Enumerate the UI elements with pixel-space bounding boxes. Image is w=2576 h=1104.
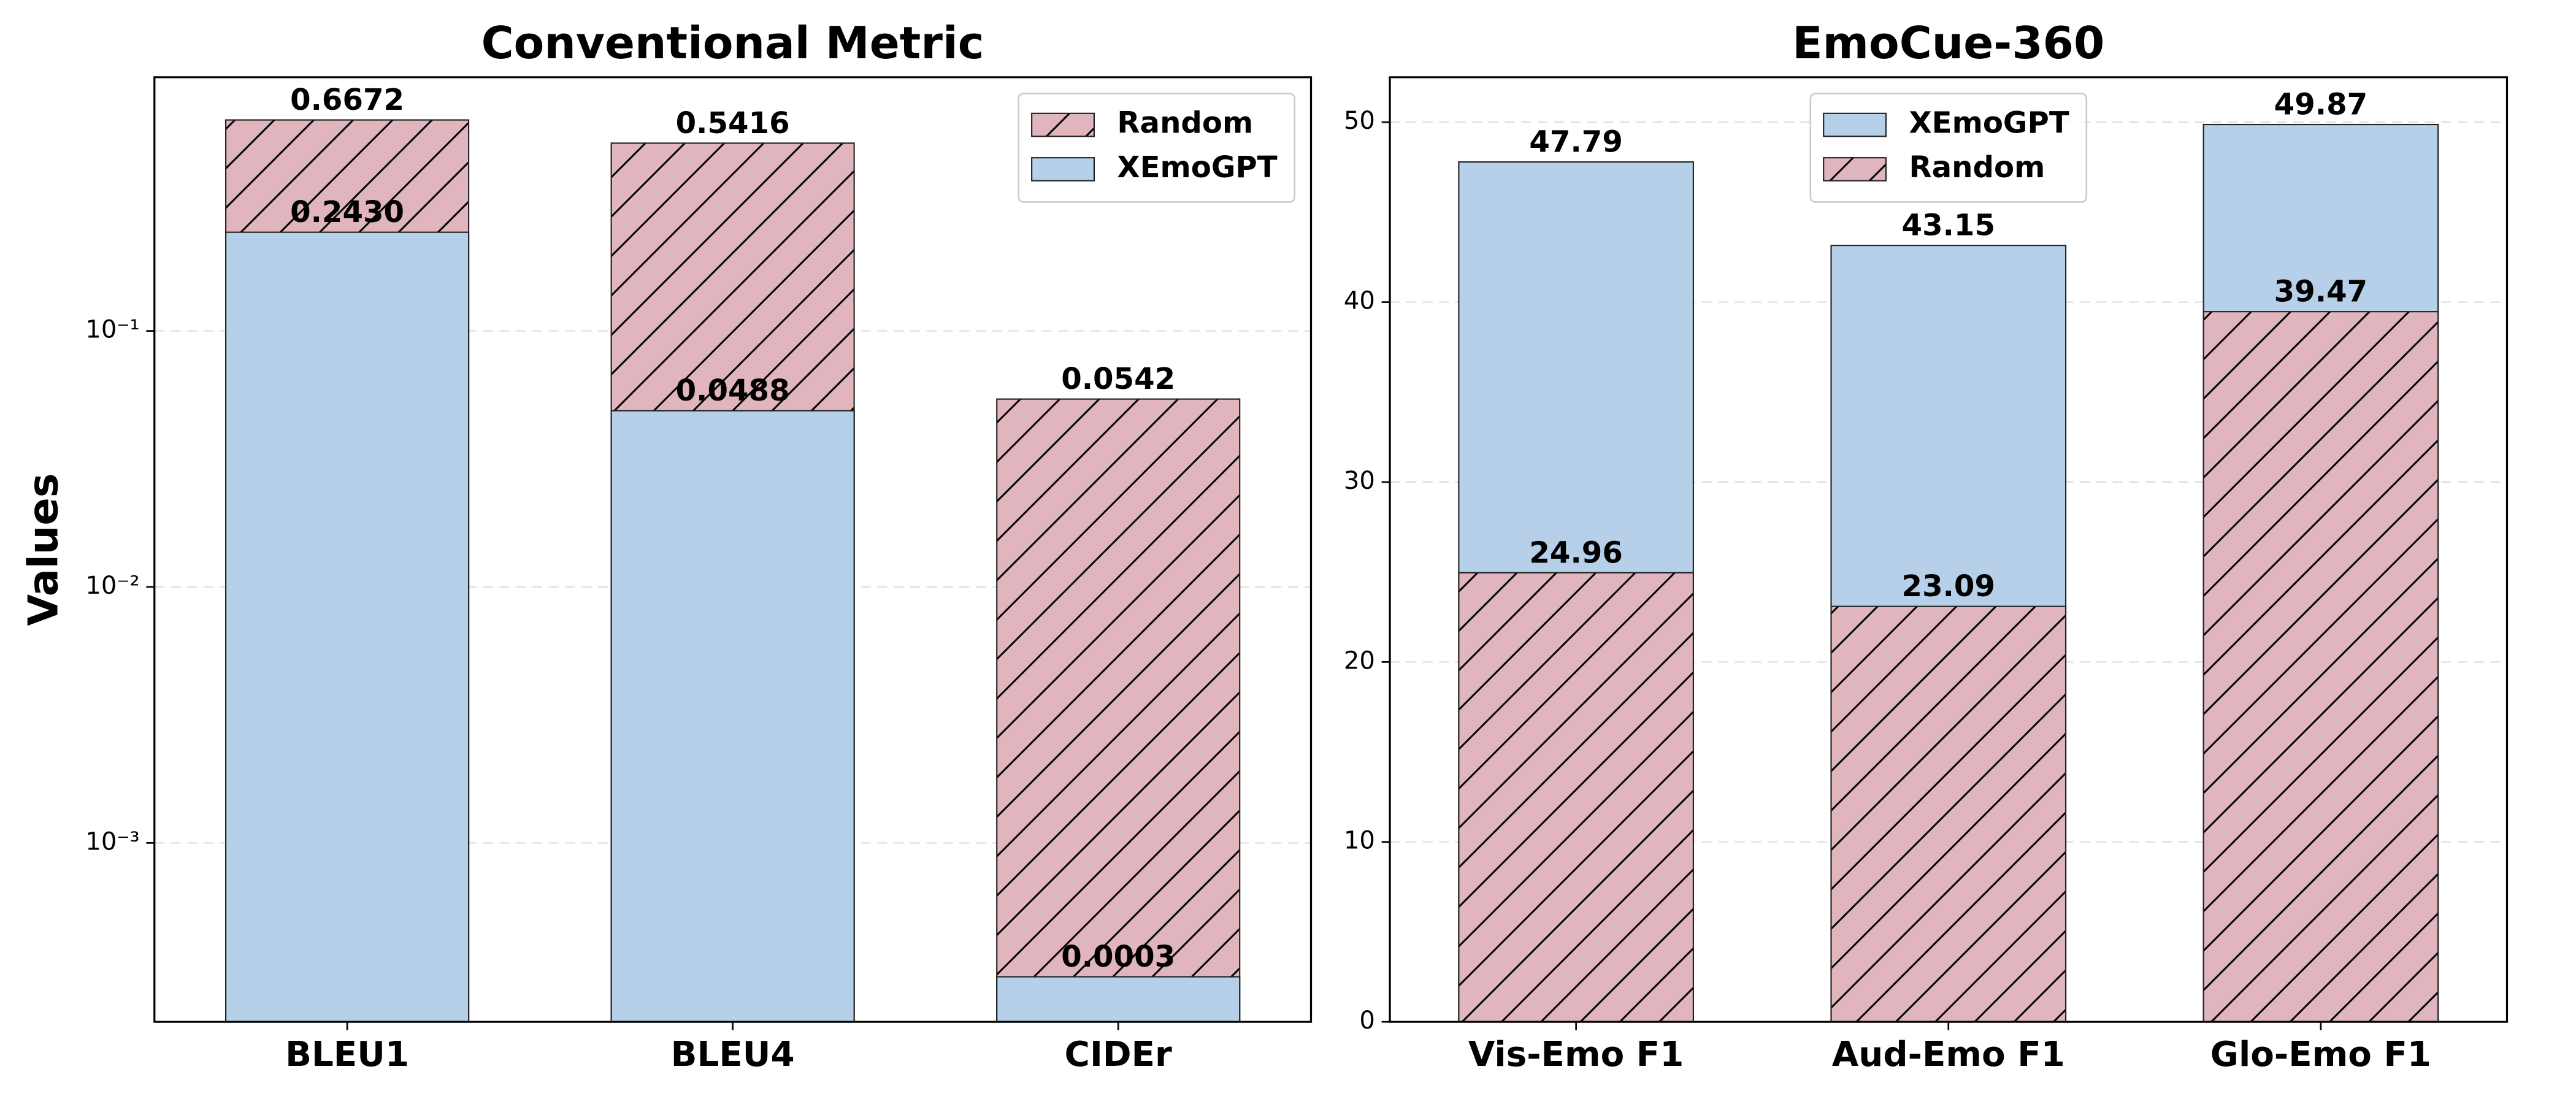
value-label: 23.09 <box>1902 569 1995 604</box>
legend-label: Random <box>1909 150 2045 185</box>
x-tick-label: BLEU1 <box>285 1035 409 1075</box>
legend-swatch <box>1823 112 1887 137</box>
value-label: 0.0488 <box>676 374 790 408</box>
value-label: 43.15 <box>1902 209 1995 243</box>
legend-label: XEmoGPT <box>1909 106 2069 140</box>
legend-label: Random <box>1117 106 1253 140</box>
bar <box>996 398 1241 1023</box>
y-tick-label: 10⁻¹ <box>85 316 139 344</box>
value-label: 0.5416 <box>676 106 790 140</box>
value-label: 39.47 <box>2274 275 2367 309</box>
value-label: 24.96 <box>1529 535 1622 570</box>
bar <box>224 231 470 1023</box>
value-label: 0.2430 <box>290 195 404 229</box>
x-tick-label: BLEU4 <box>671 1035 795 1075</box>
x-tick-label: Glo-Emo F1 <box>2210 1035 2431 1075</box>
legend-swatch <box>1031 157 1095 182</box>
bar <box>1830 605 2067 1023</box>
y-tick-label: 10⁻³ <box>85 827 139 856</box>
legend-swatch <box>1031 112 1095 137</box>
bar <box>996 976 1241 1023</box>
plot-frame <box>153 76 1313 1023</box>
bar <box>610 410 855 1023</box>
value-label: 49.87 <box>2274 88 2367 122</box>
x-tick-label: Vis-Emo F1 <box>1468 1035 1684 1075</box>
value-label: 0.0003 <box>1061 940 1175 974</box>
y-tick-label: 20 <box>1344 646 1375 675</box>
chart-title: Conventional Metric <box>481 18 984 69</box>
value-label: 0.6672 <box>290 83 404 117</box>
y-tick-label: 0 <box>1359 1006 1375 1035</box>
bar <box>2202 311 2439 1023</box>
chart-title: EmoCue-360 <box>1792 18 2104 69</box>
x-tick-label: Aud-Emo F1 <box>1832 1035 2065 1075</box>
value-label: 47.79 <box>1529 125 1622 159</box>
value-label: 0.0542 <box>1061 362 1175 396</box>
y-axis-label: Values <box>20 473 67 626</box>
legend-label: XEmoGPT <box>1117 150 1277 185</box>
y-tick-label: 50 <box>1344 107 1375 135</box>
x-tick-label: CIDEr <box>1065 1035 1172 1075</box>
bar <box>1458 572 1694 1023</box>
y-tick-label: 30 <box>1344 467 1375 495</box>
y-tick-label: 10 <box>1344 827 1375 855</box>
y-tick-label: 10⁻² <box>85 572 139 600</box>
legend-swatch <box>1823 157 1887 182</box>
plot-frame <box>1389 76 2509 1023</box>
y-tick-label: 40 <box>1344 287 1375 315</box>
